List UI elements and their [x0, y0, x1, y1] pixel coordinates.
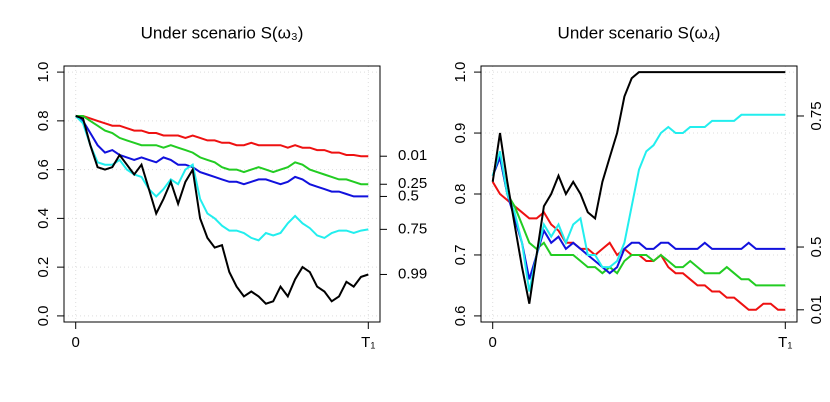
series-label: 0.75: [398, 220, 427, 237]
x-tick-label: T₁: [778, 334, 792, 351]
series-line: [75, 115, 369, 198]
x-tick-label: 0: [72, 334, 80, 351]
plot-frame: [480, 65, 798, 323]
y-tick-label: 0.4: [35, 208, 52, 229]
y-tick-label: 0.8: [35, 110, 52, 131]
series-line: [74, 115, 369, 242]
series-label: 0.01: [398, 147, 427, 164]
y2-tick-label: 0.75: [808, 101, 825, 130]
y-tick-label: 0.7: [452, 245, 469, 266]
series-line: [75, 115, 369, 305]
series-label: 0.25: [398, 175, 427, 192]
series-label: 0.5: [398, 187, 419, 204]
y2-tick-label: 0.5: [808, 237, 825, 258]
plot-frame: [63, 65, 381, 323]
series-line: [75, 115, 369, 158]
y-tick-label: 1.0: [452, 62, 469, 83]
y2-tick-label: 0.01: [808, 295, 825, 324]
series-line: [491, 153, 786, 287]
y-tick-label: 0.6: [452, 305, 469, 326]
series-line: [491, 71, 786, 304]
y-tick-label: 0.0: [35, 305, 52, 326]
series-label: 0.99: [398, 265, 427, 282]
y-tick-label: 0.8: [452, 184, 469, 205]
y-tick-label: 0.6: [35, 159, 52, 180]
series-line: [491, 113, 786, 292]
x-tick-label: T₁: [361, 334, 375, 351]
chart-title: Under scenario S(ω₃): [141, 23, 304, 42]
chart-title: Under scenario S(ω₄): [558, 23, 721, 42]
y-tick-label: 0.9: [452, 123, 469, 144]
series-line: [491, 181, 786, 311]
series-line: [75, 115, 369, 186]
y-tick-label: 0.2: [35, 257, 52, 278]
x-tick-label: 0: [489, 334, 497, 351]
y-tick-label: 1.0: [35, 62, 52, 83]
